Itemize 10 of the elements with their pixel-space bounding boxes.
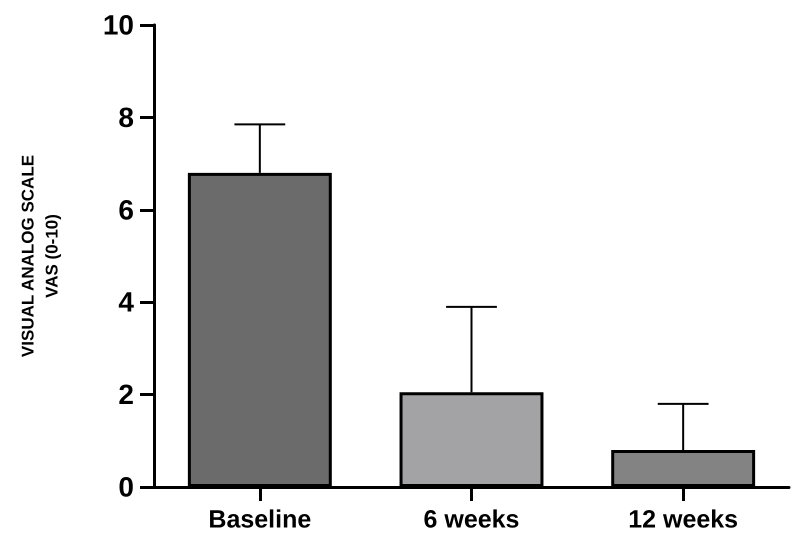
- y-tick-label: 0: [118, 472, 134, 502]
- y-axis-title: VISUAL ANALOG SCALE VAS (0-10): [18, 154, 62, 358]
- x-tick-label: 12 weeks: [628, 506, 738, 534]
- y-tick-label: 2: [118, 379, 134, 410]
- x-tick-label: 6 weeks: [424, 506, 520, 534]
- x-tick-label: Baseline: [208, 506, 312, 534]
- y-tick-label: 8: [118, 102, 134, 133]
- y-tick-label: 6: [118, 194, 134, 226]
- y-tick-label: 4: [118, 286, 134, 318]
- y-tick-label: 10: [102, 10, 134, 40]
